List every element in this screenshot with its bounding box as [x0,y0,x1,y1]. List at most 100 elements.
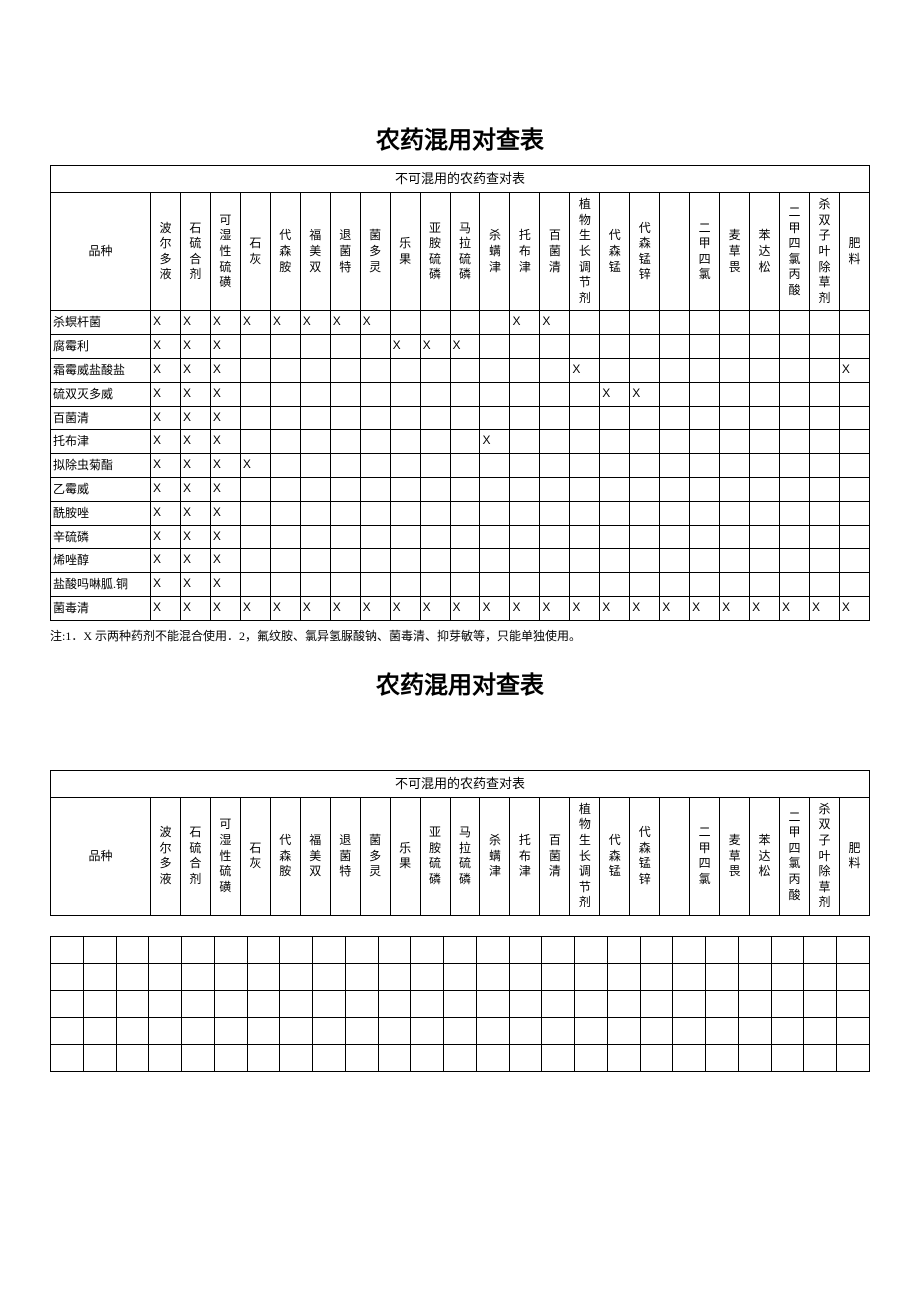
cell [630,573,660,597]
empty-cell [280,937,313,964]
cell [750,311,780,335]
empty-cell [280,991,313,1018]
cell [600,358,630,382]
cell [420,430,450,454]
cell [480,525,510,549]
cell [630,454,660,478]
cell [809,311,839,335]
cell [600,430,630,454]
row-label: 百菌清 [51,406,151,430]
cell [510,549,540,573]
row-label: 烯唑醇 [51,549,151,573]
cell: X [151,501,181,525]
cell [750,382,780,406]
empty-cell [771,991,804,1018]
column-header: 百菌清 [540,193,570,311]
cell [750,406,780,430]
empty-cell [476,937,509,964]
column-header: 代森锰 [600,797,630,915]
cell [720,501,750,525]
column-header: 福美双 [300,193,330,311]
cell [690,525,720,549]
cell [450,406,480,430]
empty-cell [706,937,739,964]
column-header: 麦草畏 [720,797,750,915]
empty-cell [575,1018,608,1045]
cell [270,525,300,549]
cell [690,549,720,573]
empty-cell [116,991,149,1018]
cell [330,335,360,359]
cell [780,573,810,597]
cell [720,335,750,359]
empty-cell [83,964,116,991]
cell [750,525,780,549]
cell: X [180,573,210,597]
empty-cell [476,991,509,1018]
cell [240,382,270,406]
column-header: 杀螨津 [480,797,510,915]
empty-cell [182,937,215,964]
empty-cell [182,1045,215,1072]
cell [570,382,600,406]
cell [720,549,750,573]
cell [750,477,780,501]
cell: X [180,477,210,501]
cell [839,454,869,478]
cell: X [180,454,210,478]
cell [360,406,390,430]
empty-cell [771,1045,804,1072]
cell: X [180,406,210,430]
cell: X [210,596,240,620]
cell: X [510,596,540,620]
cell [390,525,420,549]
cell [600,525,630,549]
cell: X [390,596,420,620]
empty-cell [509,1045,542,1072]
cell [720,311,750,335]
cell [720,477,750,501]
cell [540,573,570,597]
column-header: 退菌特 [330,797,360,915]
empty-cell [51,1045,84,1072]
cell: X [210,573,240,597]
column-header: 代森锰 [600,193,630,311]
cell [809,335,839,359]
column-header: 乐果 [390,797,420,915]
cell [480,477,510,501]
cell [300,382,330,406]
cell [570,454,600,478]
cell: X [151,382,181,406]
cell [450,573,480,597]
cell [600,335,630,359]
empty-cell [673,937,706,964]
cell [839,477,869,501]
column-header: 可湿性硫磺 [210,193,240,311]
cell: X [210,358,240,382]
cell [570,335,600,359]
empty-cell [83,1045,116,1072]
column-header: 石灰 [240,193,270,311]
cell [600,454,630,478]
cell [839,382,869,406]
empty-cell [345,937,378,964]
cell [270,382,300,406]
cell [510,358,540,382]
empty-cell [673,1045,706,1072]
cell [510,501,540,525]
cell [809,525,839,549]
cell [570,477,600,501]
row-label: 杀螟杆菌 [51,311,151,335]
empty-cell [542,964,575,991]
empty-table [50,936,870,1072]
cell [420,311,450,335]
column-header: 杀双子叶除草剂 [809,797,839,915]
empty-cell [542,1045,575,1072]
cell [630,501,660,525]
cell [630,549,660,573]
cell: X [151,454,181,478]
cell [540,525,570,549]
cell [450,549,480,573]
cell [750,335,780,359]
cell [420,454,450,478]
